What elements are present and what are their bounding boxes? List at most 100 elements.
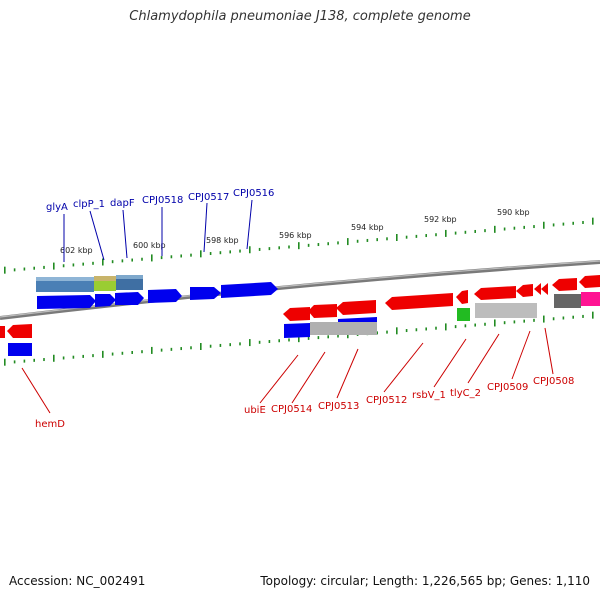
cds-arrow-red[interactable] (336, 300, 376, 315)
ruler-tick (170, 347, 173, 351)
cds-arrow-red[interactable] (385, 293, 453, 310)
ruler-tick (396, 327, 398, 335)
ruler-tick (445, 323, 447, 331)
cds-arrow-red[interactable] (456, 290, 468, 304)
gene-label-glyA[interactable]: glyA (46, 202, 68, 213)
cds-arrow-red[interactable] (283, 307, 310, 321)
scale-label: 592 kbp (424, 215, 457, 224)
ruler-tick (405, 235, 408, 239)
ruler-tick (298, 335, 300, 343)
cds-arrow-red[interactable] (579, 275, 600, 288)
ruler-tick (92, 354, 94, 358)
ruler-tick (415, 234, 418, 238)
cds-arrow-glyA[interactable] (37, 295, 96, 309)
gene-label-CPJ0514[interactable]: CPJ0514 (271, 404, 312, 415)
ruler-tick (121, 259, 124, 263)
gene-label-CPJ0513[interactable]: CPJ0513 (318, 401, 359, 412)
ruler-tick (337, 241, 339, 245)
ruler-tick (219, 251, 222, 255)
ruler-tick (317, 243, 320, 247)
cds-arrow-CPJ0518[interactable] (148, 289, 182, 303)
ruler-tick (190, 346, 192, 350)
ruler-tick (494, 319, 496, 327)
map-title: Chlamydophila pneumoniae J138, complete … (129, 9, 471, 24)
ruler-tick (13, 268, 16, 272)
gene-label-CPJ0516[interactable]: CPJ0516 (233, 188, 274, 199)
cds-arrow-clpP[interactable] (95, 294, 116, 307)
gene-label-CPJ0518[interactable]: CPJ0518 (142, 195, 183, 206)
cds-arrow-red[interactable] (516, 284, 533, 297)
ruler-tick (131, 258, 133, 262)
accession-text: Accession: NC_002491 (9, 574, 146, 588)
cds-arrow-ubiE-neighbor[interactable] (284, 323, 310, 338)
ruler-tick (376, 238, 378, 242)
reverse-labels: hemD ubiE CPJ0514 CPJ0513 CPJ0512 rsbV_1… (21, 327, 574, 430)
ruler-tick (523, 319, 525, 323)
ruler-tick (592, 217, 594, 225)
ruler-tick (151, 254, 153, 262)
ruler-tick (307, 336, 310, 340)
ruler-tick (258, 340, 261, 344)
ruler-tick (592, 311, 594, 319)
gene-label-ubiE[interactable]: ubiE (244, 405, 266, 416)
scale-label: 600 kbp (133, 241, 166, 250)
ruler-tick (513, 320, 516, 324)
ruler-tick (43, 265, 45, 269)
ruler-tick (366, 238, 369, 242)
ruler-tick (249, 339, 251, 347)
ruler-tick (180, 347, 182, 351)
ruler-tick (62, 356, 65, 360)
ruler-tick (464, 324, 467, 328)
scale-label: 596 kbp (279, 231, 312, 240)
scale-labels: 602 kbp 600 kbp 598 kbp 596 kbp 594 kbp … (60, 208, 530, 255)
ruler-tick (582, 314, 584, 318)
hit-bar (36, 277, 94, 281)
hit-bar (94, 276, 116, 281)
ruler-tick (268, 340, 271, 344)
gene-label-CPJ0517[interactable]: CPJ0517 (188, 192, 229, 203)
cds-arrow-hemD-neighbor[interactable] (8, 343, 32, 356)
cds-arrow-dapF[interactable] (115, 292, 144, 305)
ruler-tick (327, 335, 329, 339)
scale-ruler-top (4, 217, 594, 274)
ruler-tick (229, 250, 231, 254)
ruler-tick (454, 325, 457, 329)
gene-label-CPJ0509[interactable]: CPJ0509 (487, 382, 528, 393)
ruler-tick (190, 253, 192, 257)
gene-label-rsbV_1[interactable]: rsbV_1 (412, 390, 446, 401)
gene-label-CPJ0512[interactable]: CPJ0512 (366, 395, 407, 406)
cds-arrow-red[interactable] (0, 326, 5, 338)
ruler-tick (180, 254, 182, 258)
gene-label-hemD[interactable]: hemD (35, 419, 65, 430)
hit-bar (475, 303, 537, 318)
ruler-tick (170, 255, 173, 259)
ruler-tick (200, 343, 202, 350)
cds-arrow-red[interactable] (534, 283, 541, 295)
gene-label-tlyC_2[interactable]: tlyC_2 (450, 388, 481, 399)
ruler-tick (543, 315, 545, 323)
cds-arrow-red[interactable] (541, 283, 548, 295)
cds-arrow-CPJ0517[interactable] (190, 287, 221, 300)
ruler-tick (239, 342, 241, 346)
genome-backbone (0, 260, 600, 320)
cds-arrow-red[interactable] (552, 278, 577, 291)
ruler-tick (53, 262, 55, 270)
ruler-tick (572, 221, 574, 225)
gene-label-CPJ0508[interactable]: CPJ0508 (533, 376, 574, 387)
ruler-tick (4, 358, 6, 366)
cds-arrow-red[interactable] (308, 304, 337, 318)
cds-arrow-red[interactable] (7, 324, 32, 338)
cds-arrow-CPJ0516[interactable] (221, 282, 278, 298)
forward-labels: glyA clpP_1 dapF CPJ0518 CPJ0517 CPJ0516 (46, 188, 274, 262)
gene-label-dapF[interactable]: dapF (110, 198, 135, 209)
ruler-tick (562, 222, 565, 226)
ruler-tick (111, 352, 114, 356)
ruler-tick (376, 331, 378, 335)
ruler-tick (151, 346, 153, 354)
gene-label-clpP_1[interactable]: clpP_1 (73, 199, 105, 210)
scale-label: 594 kbp (351, 223, 384, 232)
ruler-tick (347, 238, 349, 246)
ruler-tick (523, 225, 525, 229)
ruler-tick (386, 237, 388, 241)
cds-arrow-red[interactable] (474, 286, 516, 300)
